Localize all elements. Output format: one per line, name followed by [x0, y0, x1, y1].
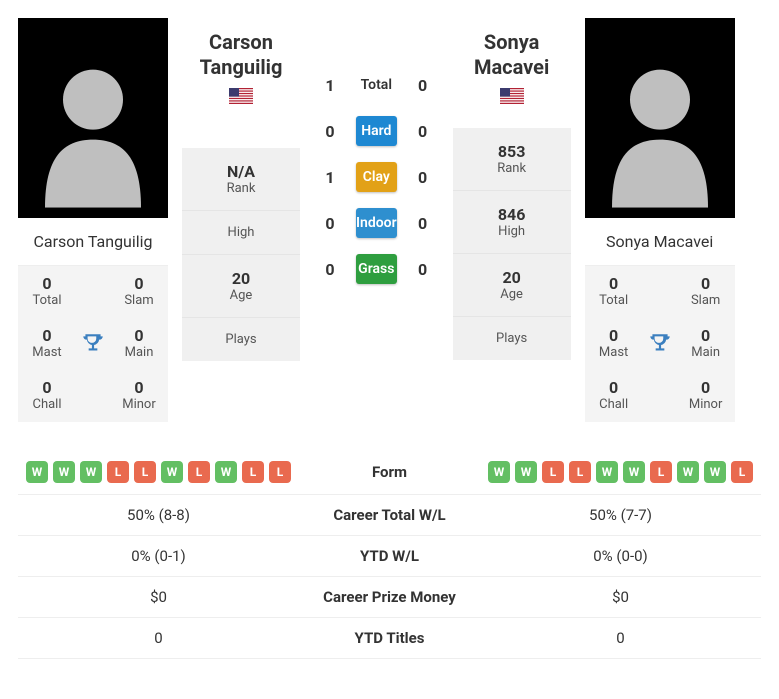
p2-chall-titles: 0Chall: [585, 370, 643, 422]
p1-rank: N/ARank: [182, 148, 300, 211]
p1-total-titles: 0Total: [18, 266, 76, 318]
p1-age: 20Age: [182, 255, 300, 318]
p2-total-titles: 0Total: [585, 266, 643, 318]
player2-form: WWLLWWLWWL: [488, 461, 753, 483]
p2-prize: $0: [480, 577, 761, 618]
p1-high: High: [182, 211, 300, 255]
us-flag-icon: [229, 88, 253, 104]
p1-ytd-wl: 0% (0-1): [18, 536, 299, 577]
surface-clay[interactable]: Clay: [356, 162, 397, 192]
p1-prize: $0: [18, 577, 299, 618]
p2-age: 20Age: [453, 254, 571, 317]
player1-form: WWWLLWLWLL: [26, 461, 291, 483]
silhouette-icon: [33, 48, 153, 208]
p1-mast-titles: 0Mast: [18, 318, 76, 370]
surface-hard[interactable]: Hard: [356, 116, 397, 146]
form-badge[interactable]: W: [623, 461, 645, 483]
row-label-career-total: Career Total W/L: [299, 495, 480, 536]
player1-titles-grid: 0Total 0Slam 0Mast 0Main 0Chall 0Minor: [18, 266, 168, 422]
form-badge[interactable]: L: [731, 461, 753, 483]
form-badge[interactable]: W: [515, 461, 537, 483]
p2-ytd-titles: 0: [480, 618, 761, 659]
player2-titles-grid: 0Total 0Slam 0Mast 0Main 0Chall 0Minor: [585, 266, 735, 422]
p1-minor-titles: 0Minor: [110, 370, 168, 422]
player2-header: Sonya Macavei: [453, 18, 571, 112]
form-badge[interactable]: W: [488, 461, 510, 483]
p1-career-total: 50% (8-8): [18, 495, 299, 536]
head-to-head-top: Carson Tanguilig 0Total 0Slam 0Mast 0Mai…: [18, 18, 761, 422]
trophy-icon: [76, 318, 110, 370]
p2-slam-titles: 0Slam: [677, 266, 735, 318]
form-badge[interactable]: W: [26, 461, 48, 483]
player2-name-label: Sonya Macavei: [585, 218, 735, 266]
p1-slam-titles: 0Slam: [110, 266, 168, 318]
row-label-ytd-wl: YTD W/L: [299, 536, 480, 577]
us-flag-icon: [500, 88, 524, 104]
form-badge[interactable]: L: [107, 461, 129, 483]
surface-total: Total: [356, 70, 397, 100]
p2-plays: Plays: [453, 317, 571, 360]
p2-minor-titles: 0Minor: [677, 370, 735, 422]
form-badge[interactable]: L: [242, 461, 264, 483]
form-badge[interactable]: L: [134, 461, 156, 483]
form-badge[interactable]: W: [53, 461, 75, 483]
player1-stats: N/ARank High 20Age Plays: [182, 148, 300, 361]
row-label-ytd-titles: YTD Titles: [299, 618, 480, 659]
form-badge[interactable]: W: [704, 461, 726, 483]
h2h-surface-table: 1Total0 0Hard0 1Clay0 0Indoor0 0Grass0: [314, 18, 439, 284]
p2-mast-titles: 0Mast: [585, 318, 643, 370]
player1-header: Carson Tanguilig: [182, 18, 300, 112]
form-badge[interactable]: L: [269, 461, 291, 483]
player2-stats: 853Rank 846High 20Age Plays: [453, 128, 571, 360]
silhouette-icon: [600, 48, 720, 208]
player1-name-label: Carson Tanguilig: [18, 218, 168, 266]
form-badge[interactable]: W: [596, 461, 618, 483]
p2-main-titles: 0Main: [677, 318, 735, 370]
p2-career-total: 50% (7-7): [480, 495, 761, 536]
p2-high: 846High: [453, 191, 571, 254]
form-badge[interactable]: W: [80, 461, 102, 483]
p1-chall-titles: 0Chall: [18, 370, 76, 422]
p2-rank: 853Rank: [453, 128, 571, 191]
form-badge[interactable]: W: [677, 461, 699, 483]
form-badge[interactable]: L: [188, 461, 210, 483]
p2-ytd-wl: 0% (0-0): [480, 536, 761, 577]
player2-photo: [585, 18, 735, 218]
trophy-icon: [643, 318, 677, 370]
surface-grass[interactable]: Grass: [356, 254, 397, 284]
p1-main-titles: 0Main: [110, 318, 168, 370]
comparison-table: WWWLLWLWLL Form WWLLWWLWWL 50% (8-8) Car…: [18, 450, 761, 659]
form-badge[interactable]: L: [650, 461, 672, 483]
p1-plays: Plays: [182, 318, 300, 361]
row-label-prize: Career Prize Money: [299, 577, 480, 618]
form-badge[interactable]: W: [161, 461, 183, 483]
row-label-form: Form: [299, 450, 480, 495]
form-badge[interactable]: L: [542, 461, 564, 483]
form-badge[interactable]: L: [569, 461, 591, 483]
p1-ytd-titles: 0: [18, 618, 299, 659]
player1-photo: [18, 18, 168, 218]
surface-indoor[interactable]: Indoor: [356, 208, 397, 238]
form-badge[interactable]: W: [215, 461, 237, 483]
